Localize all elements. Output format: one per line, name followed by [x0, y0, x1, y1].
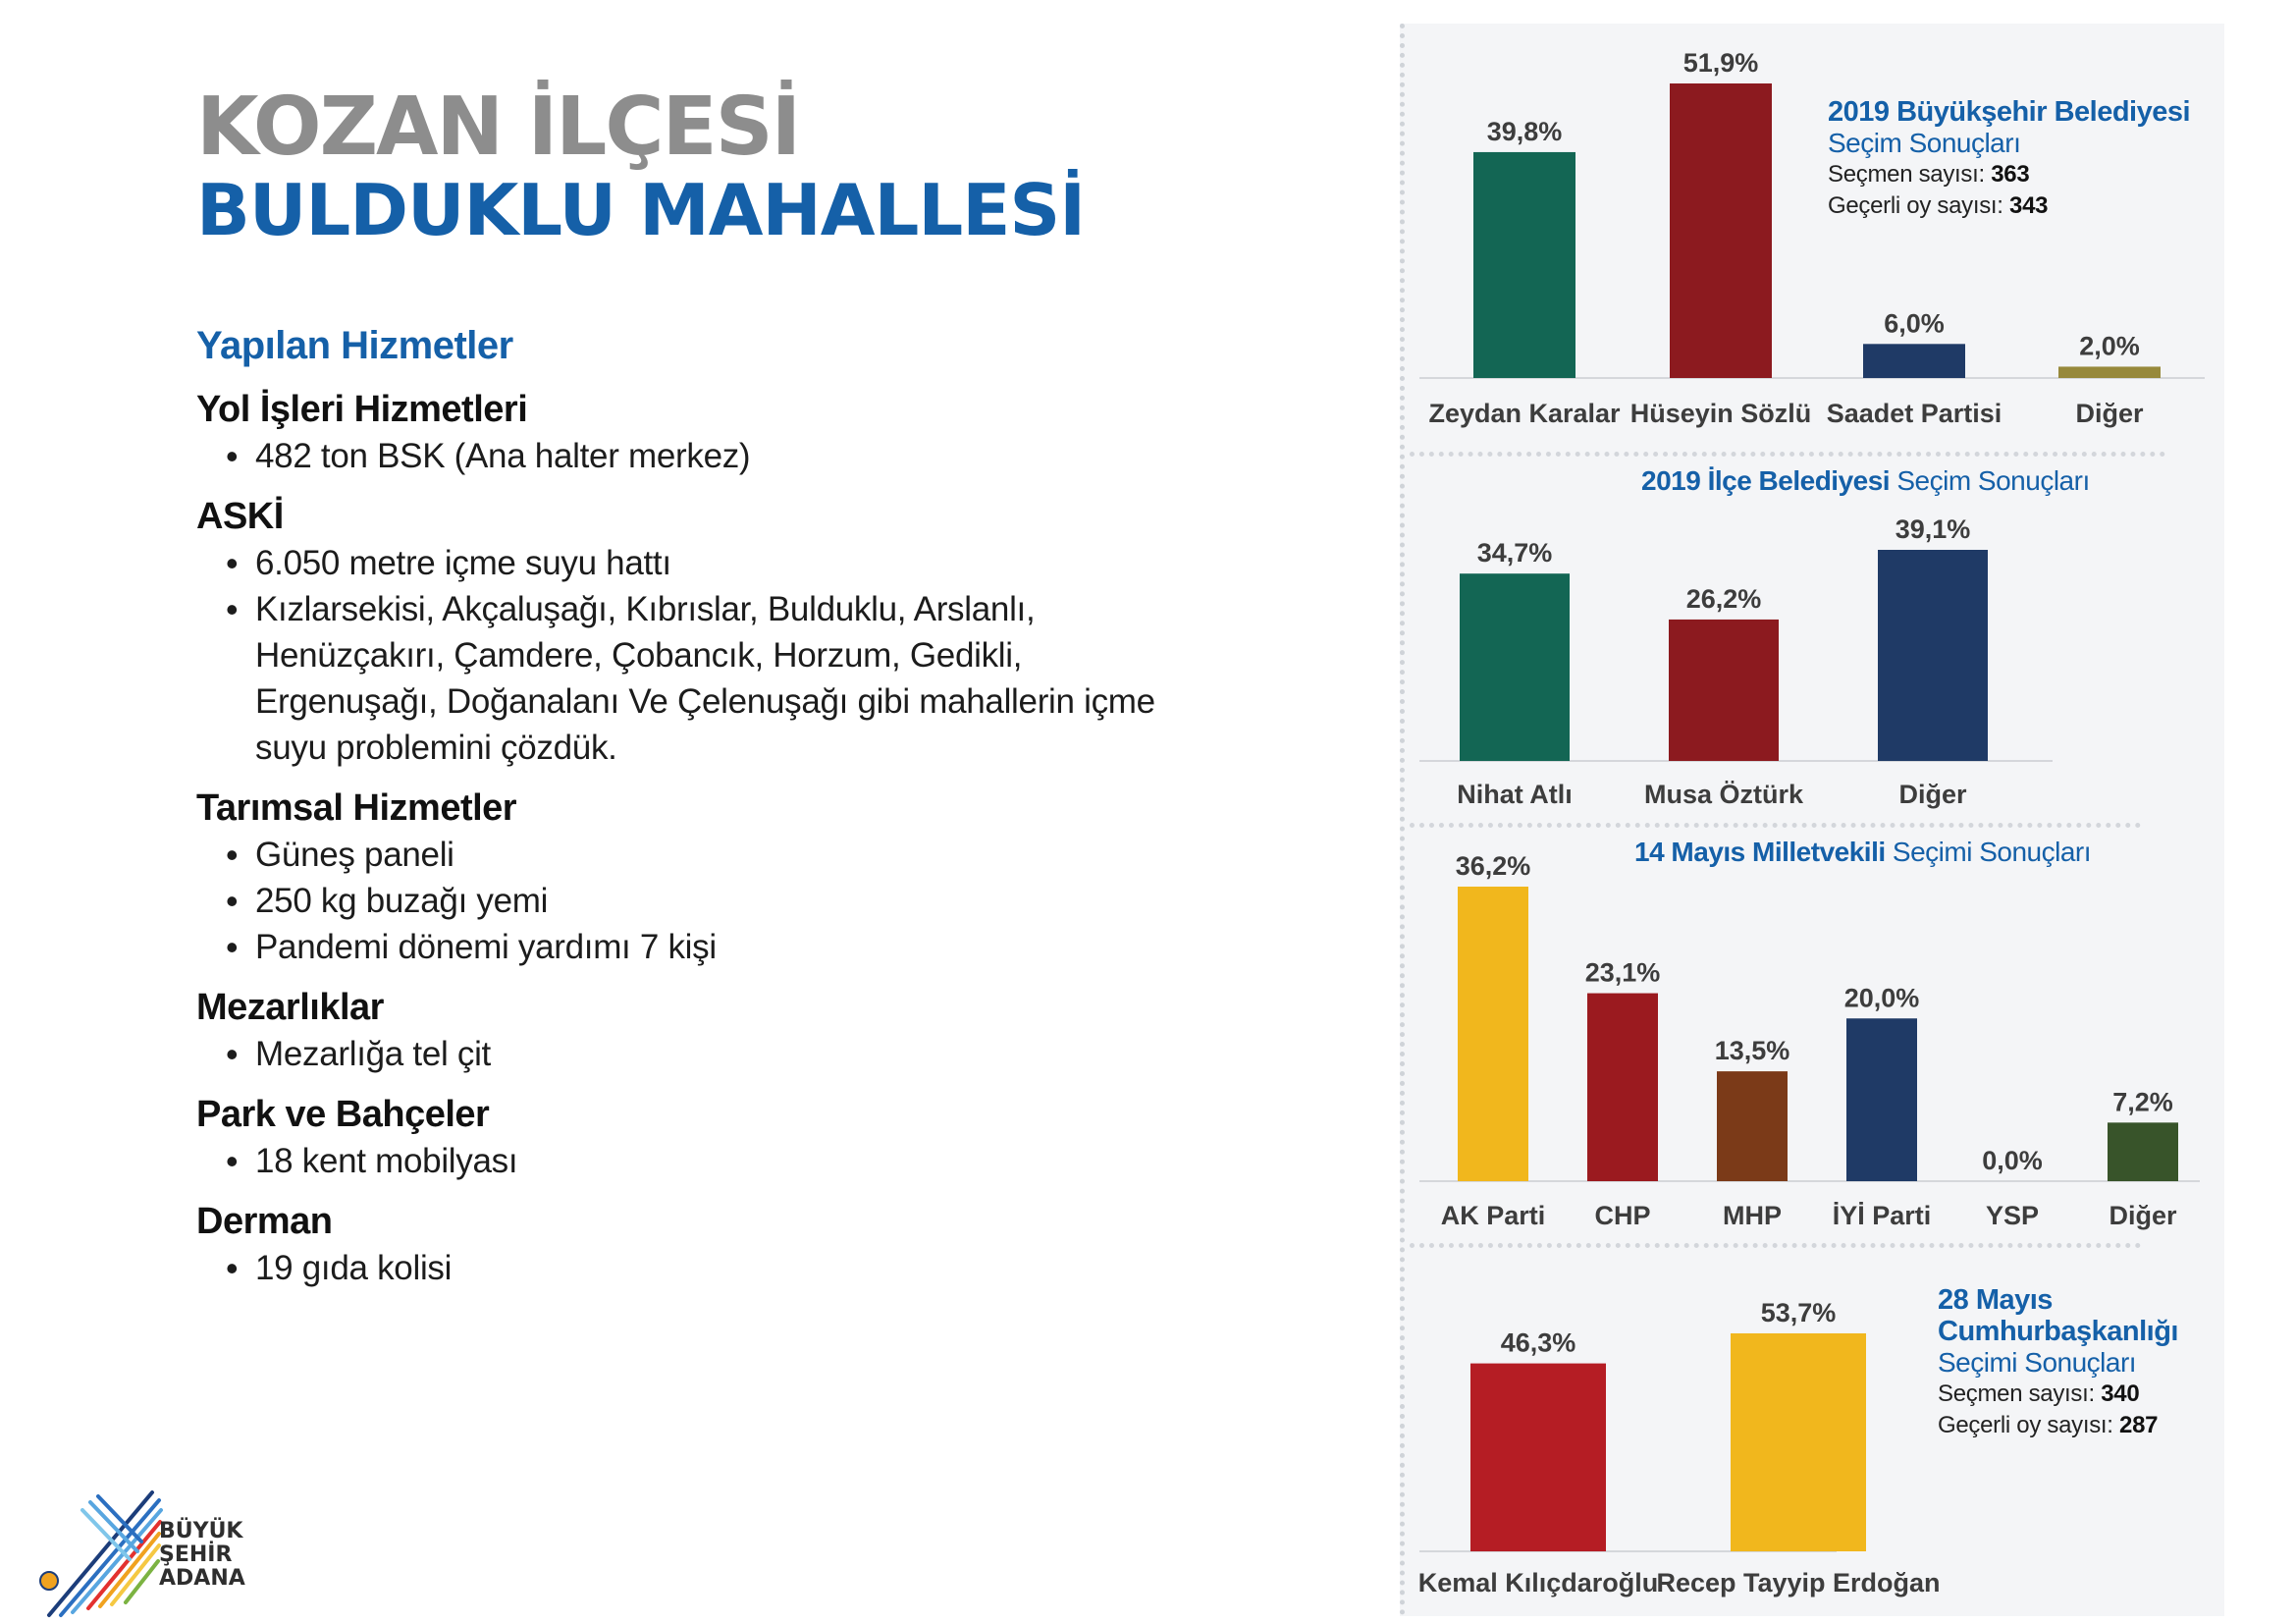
service-item: Güneş paneli	[196, 832, 1178, 878]
service-categories: Yol İşleri Hizmetleri482 ton BSK (Ana ha…	[196, 386, 1178, 1291]
bar-category-label: Diğer	[2075, 399, 2144, 428]
bar-category-label: Kemal Kılıçdaroğlu	[1418, 1568, 1659, 1597]
chart-bar	[1473, 151, 1575, 378]
section-divider	[1410, 452, 2165, 457]
services-heading: Yapılan Hizmetler	[196, 324, 513, 367]
service-category: ASKİ6.050 metre içme suyu hattıKızlarsek…	[196, 493, 1178, 771]
bar-value-label: 36,2%	[1456, 851, 1531, 881]
service-item: Kızlarsekisi, Akçaluşağı, Kıbrıslar, Bul…	[196, 586, 1178, 771]
bar-value-label: 46,3%	[1501, 1328, 1576, 1358]
presidential-results-chart: 46,3% Kemal Kılıçdaroğlu 53,7% Recep Tayyip…	[1418, 1298, 1941, 1597]
service-category-title: Park ve Bahçeler	[196, 1094, 490, 1135]
service-item-list: 19 gıda kolisi	[196, 1245, 1178, 1291]
chart-bar	[1470, 1363, 1606, 1551]
chart-bar	[1460, 573, 1570, 761]
service-item-list: Güneş paneli250 kg buzağı yemiPandemi dö…	[196, 832, 1178, 970]
district-title: KOZAN İLÇESİ	[196, 81, 801, 174]
chart-bar	[1846, 1018, 1917, 1181]
service-item-list: 6.050 metre içme suyu hattıKızlarsekisi,…	[196, 540, 1178, 771]
service-category: Derman19 gıda kolisi	[196, 1198, 1178, 1291]
chart-bar	[1878, 550, 1988, 761]
bar-value-label: 20,0%	[1844, 983, 1920, 1012]
chart-bar	[2108, 1122, 2178, 1181]
service-category-title: Mezarlıklar	[196, 987, 384, 1028]
bar-value-label: 39,8%	[1487, 117, 1563, 146]
metropolitan-info: 2019 Büyükşehir Belediyesi Seçim Sonuçla…	[1828, 96, 2191, 222]
presidential-voters: Seçmen sayısı: 340	[1938, 1380, 2140, 1407]
bar-value-label: 2,0%	[2079, 331, 2140, 360]
bar-category-label: Zeydan Karalar	[1428, 399, 1621, 428]
metropolitan-voters: Seçmen sayısı: 363	[1828, 161, 2030, 188]
chart-bar	[1587, 993, 1658, 1181]
chart-bar	[1717, 1071, 1788, 1181]
neighborhood-title: BULDUKLU MAHALLESİ	[196, 169, 1086, 251]
section-divider	[1410, 1243, 2141, 1248]
service-category: MezarlıklarMezarlığa tel çit	[196, 984, 1178, 1077]
presidential-info: 28 Mayıs Cumhurbaşkanlığı Seçimi Sonuçla…	[1938, 1284, 2179, 1441]
district-results-chart: 34,7% Nihat Atlı 26,2% Musa Öztürk 39,1% Diğe…	[1419, 514, 2053, 809]
bar-category-label: Diğer	[2109, 1201, 2177, 1230]
service-item-list: 18 kent mobilyası	[196, 1138, 1178, 1184]
service-category: Park ve Bahçeler18 kent mobilyası	[196, 1091, 1178, 1184]
chart-bar	[1731, 1333, 1866, 1551]
presidential-valid-votes: Geçerli oy sayısı: 287	[1938, 1412, 2159, 1438]
service-item: 19 gıda kolisi	[196, 1245, 1178, 1291]
bar-value-label: 6,0%	[1884, 308, 1945, 338]
service-item-list: Mezarlığa tel çit	[196, 1031, 1178, 1077]
service-item: Pandemi dönemi yardımı 7 kişi	[196, 924, 1178, 970]
service-category-title: Derman	[196, 1201, 333, 1242]
presidential-subtitle: Seçimi Sonuçları	[1938, 1347, 2137, 1378]
bar-value-label: 39,1%	[1896, 514, 1971, 544]
bar-value-label: 0,0%	[1982, 1146, 2043, 1175]
metropolitan-results-chart: 39,8% Zeydan Karalar 51,9% Hüseyin Sözlü 6,0…	[1419, 48, 2205, 428]
service-item: 18 kent mobilyası	[196, 1138, 1178, 1184]
metropolitan-title: 2019 Büyükşehir Belediyesi	[1828, 96, 2191, 128]
metropolitan-subtitle: Seçim Sonuçları	[1828, 128, 2021, 158]
bar-category-label: YSP	[1986, 1201, 2039, 1230]
bar-category-label: Nihat Atlı	[1457, 780, 1573, 809]
bar-value-label: 26,2%	[1686, 584, 1762, 614]
bar-category-label: İYİ Parti	[1833, 1201, 1932, 1230]
service-category-title: Tarımsal Hizmetler	[196, 787, 517, 829]
bar-value-label: 34,7%	[1477, 538, 1553, 568]
presidential-title-line2: Cumhurbaşkanlığı	[1938, 1316, 2179, 1347]
bar-value-label: 51,9%	[1683, 48, 1759, 78]
section-divider	[1410, 823, 2141, 828]
bar-category-label: MHP	[1723, 1201, 1782, 1230]
bar-value-label: 53,7%	[1761, 1298, 1837, 1327]
service-item: 250 kg buzağı yemi	[196, 878, 1178, 924]
chart-bar	[1669, 619, 1779, 761]
bar-category-label: Saadet Partisi	[1827, 399, 2002, 428]
presidential-title-line1: 28 Mayıs	[1938, 1284, 2053, 1316]
bar-value-label: 7,2%	[2112, 1087, 2173, 1116]
service-category: Tarımsal HizmetlerGüneş paneli250 kg buz…	[196, 785, 1178, 970]
logo-text: BÜYÜK ŞEHİR ADANA	[159, 1519, 245, 1591]
services-section: Yapılan Hizmetler Yol İşleri Hizmetleri4…	[196, 324, 1178, 1305]
buyuksehir-adana-logo	[39, 1490, 163, 1617]
metropolitan-valid-votes: Geçerli oy sayısı: 343	[1828, 192, 2049, 219]
service-item: 6.050 metre içme suyu hattı	[196, 540, 1178, 586]
chart-bar	[1863, 344, 1965, 378]
service-item: Mezarlığa tel çit	[196, 1031, 1178, 1077]
service-category: Yol İşleri Hizmetleri482 ton BSK (Ana ha…	[196, 386, 1178, 479]
bar-category-label: Diğer	[1898, 780, 1967, 809]
district-title: 2019 İlçe Belediyesi Seçim Sonuçları	[1641, 465, 2090, 496]
bar-category-label: AK Parti	[1441, 1201, 1546, 1230]
bar-category-label: Hüseyin Sözlü	[1630, 399, 1812, 428]
parliament-title: 14 Mayıs Milletvekili Seçimi Sonuçları	[1634, 837, 2092, 867]
bar-category-label: Recep Tayyip Erdoğan	[1656, 1568, 1940, 1597]
service-category-title: ASKİ	[196, 496, 284, 537]
parliament-results-chart: 36,2% AK Parti 23,1% CHP 13,5% MHP 20,0% İYİ Pa…	[1419, 851, 2200, 1230]
bar-category-label: Musa Öztürk	[1644, 780, 1804, 809]
chart-bar	[1670, 83, 1772, 378]
service-item: 482 ton BSK (Ana halter merkez)	[196, 433, 1178, 479]
chart-bar	[2058, 366, 2161, 378]
bar-category-label: CHP	[1594, 1201, 1650, 1230]
bar-value-label: 23,1%	[1585, 958, 1661, 988]
chart-bar	[1458, 887, 1528, 1181]
service-category-title: Yol İşleri Hizmetleri	[196, 389, 528, 430]
bar-value-label: 13,5%	[1715, 1036, 1790, 1065]
service-item-list: 482 ton BSK (Ana halter merkez)	[196, 433, 1178, 479]
